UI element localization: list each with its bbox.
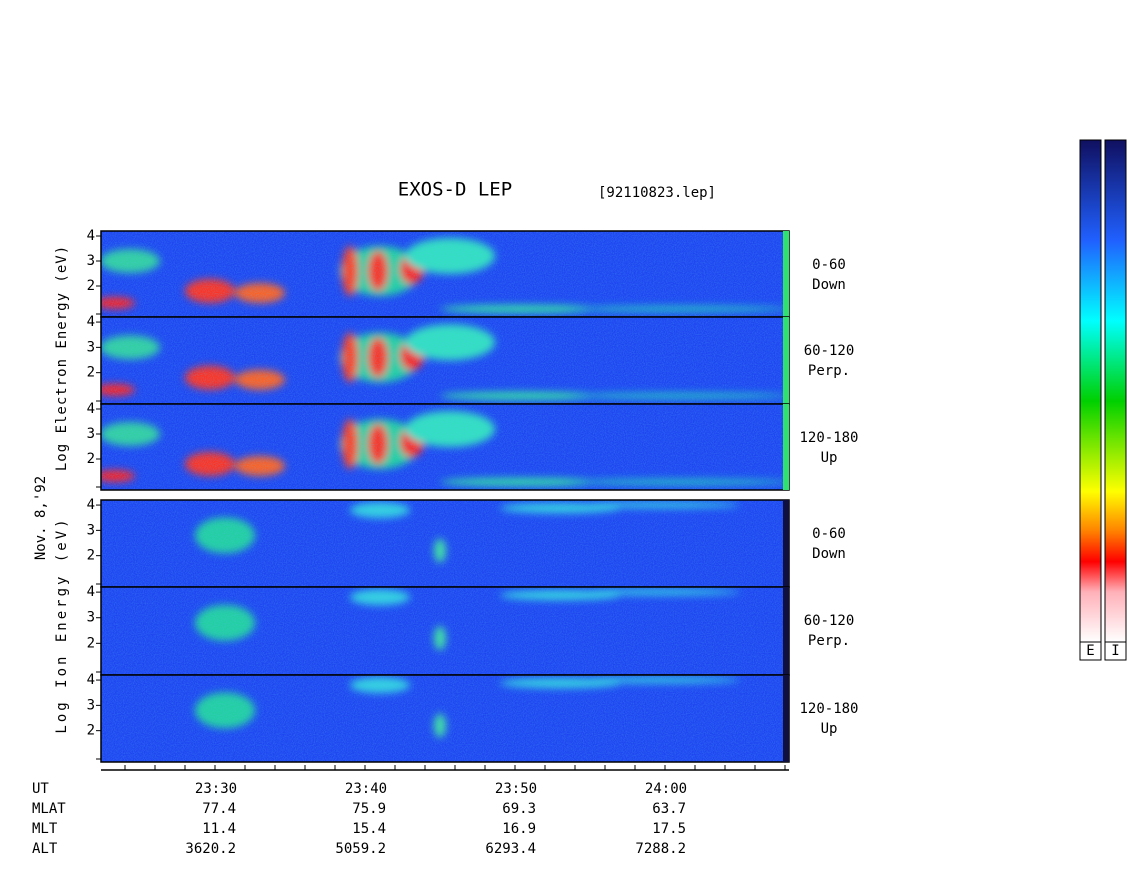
orbit-value: 69.3: [502, 801, 536, 817]
y-tick-label: 2: [87, 723, 95, 739]
panel: 2 3 4: [87, 672, 790, 763]
orbit-value: 24:00: [645, 781, 687, 797]
panel-label: 0-60: [812, 257, 846, 273]
y-axis-label: Log Electron Energy (eV): [54, 245, 70, 471]
noise: [101, 404, 789, 490]
y-tick-label: 4: [87, 314, 95, 330]
orbit-value: 63.7: [652, 801, 686, 817]
panel-label: 60-120: [804, 613, 855, 629]
title: EXOS-D LEP: [398, 179, 512, 201]
panel-label: Down: [812, 546, 846, 562]
orbit-row-name: MLT: [32, 821, 58, 837]
noise: [101, 675, 789, 762]
file-name: [92110823.lep]: [598, 185, 716, 201]
panel-edge: [783, 500, 789, 587]
orbit-row-name: ALT: [32, 841, 58, 857]
colorbar-label-box: [1079, 641, 1102, 661]
noise: [101, 231, 789, 317]
y-tick-label: 3: [87, 339, 95, 355]
panel-label: 60-120: [804, 343, 855, 359]
orbit-value: 23:50: [495, 781, 537, 797]
orbit-value: 5059.2: [335, 841, 386, 857]
y-axis-label: Log Ion Energy (eV): [54, 516, 70, 733]
colorbars: [1079, 139, 1127, 643]
panel-label: Up: [821, 721, 838, 737]
colorbar: [1079, 139, 1102, 643]
panel-label: Down: [812, 277, 846, 293]
orbit-value: 11.4: [202, 821, 236, 837]
y-tick-label: 2: [87, 635, 95, 651]
y-tick-label: 3: [87, 426, 95, 442]
orbit-row-name: MLAT: [32, 801, 66, 817]
panel: 2 3 4: [87, 401, 790, 491]
orbit-value: 23:40: [345, 781, 387, 797]
panel-edge: [783, 675, 789, 762]
y-tick-label: 2: [87, 278, 95, 294]
panel-edge: [783, 317, 789, 404]
orbit-value: 75.9: [352, 801, 386, 817]
panel-label: Up: [821, 450, 838, 466]
date: Nov. 8,'92: [33, 476, 49, 560]
colorbar-label: I: [1111, 643, 1119, 659]
orbit-value: 23:30: [195, 781, 237, 797]
panel: 2 3 4: [87, 228, 790, 318]
orbit-value: 16.9: [502, 821, 536, 837]
colorbar-label-box: [1104, 641, 1127, 661]
noise: [101, 500, 789, 587]
panel-edge: [783, 404, 789, 490]
panel-label: Perp.: [808, 363, 850, 379]
panel-edge: [783, 587, 789, 675]
y-tick-label: 3: [87, 522, 95, 538]
y-tick-label: 2: [87, 548, 95, 564]
orbit-value: 17.5: [652, 821, 686, 837]
y-tick-label: 4: [87, 228, 95, 244]
panel: 2 3 4: [87, 497, 790, 588]
orbit-value: 7288.2: [635, 841, 686, 857]
y-tick-label: 3: [87, 253, 95, 269]
orbit-value: 3620.2: [185, 841, 236, 857]
panel-label: Perp.: [808, 633, 850, 649]
y-tick-label: 4: [87, 401, 95, 417]
panel-label: 120-180: [799, 430, 858, 446]
y-tick-label: 2: [87, 365, 95, 381]
noise: [101, 587, 789, 675]
y-tick-label: 4: [87, 672, 95, 688]
colorbar: [1104, 139, 1127, 643]
orbit-value: 77.4: [202, 801, 236, 817]
noise: [101, 317, 789, 404]
y-tick-label: 4: [87, 584, 95, 600]
y-tick-label: 3: [87, 610, 95, 626]
panel-edge: [783, 231, 789, 317]
panel-label: 0-60: [812, 526, 846, 542]
y-tick-label: 4: [87, 497, 95, 513]
y-tick-label: 2: [87, 451, 95, 467]
colorbar-label: E: [1086, 643, 1094, 659]
panel-label: 120-180: [799, 701, 858, 717]
orbit-value: 15.4: [352, 821, 386, 837]
y-tick-label: 3: [87, 697, 95, 713]
panel: 2 3 4: [87, 314, 790, 405]
orbit-row-name: UT: [32, 781, 49, 797]
panel: 2 3 4: [87, 584, 790, 676]
orbit-value: 6293.4: [485, 841, 536, 857]
